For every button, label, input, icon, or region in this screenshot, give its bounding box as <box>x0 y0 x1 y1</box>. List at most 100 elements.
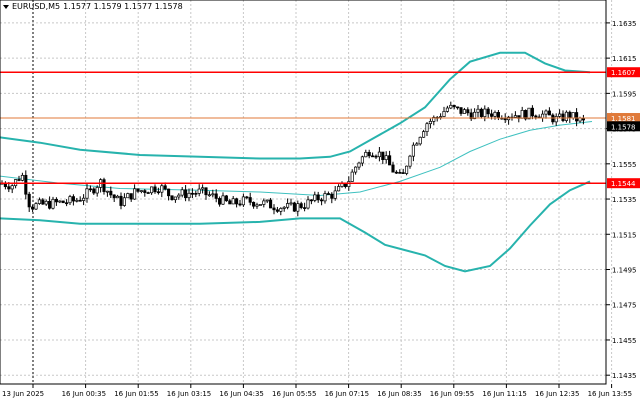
upper-band-line <box>0 51 591 160</box>
candle-body <box>156 191 160 194</box>
price-tick-label: 1.1555 <box>612 161 637 169</box>
candle-body <box>255 204 259 207</box>
candle-body <box>527 107 531 120</box>
candle-body <box>303 207 307 209</box>
candle-body <box>133 188 137 200</box>
candle-body <box>44 200 48 205</box>
candle-body <box>286 203 290 208</box>
candle-body <box>350 171 354 182</box>
candle-body <box>146 192 150 194</box>
price-tick-label: 1.1495 <box>612 267 637 275</box>
candle-body <box>228 200 232 205</box>
time-tick-label: 13 Jun 2025 <box>2 390 44 398</box>
candle-body <box>377 151 381 158</box>
candle-body <box>524 109 528 120</box>
candle-body <box>272 207 276 211</box>
candle-body <box>357 162 361 168</box>
price-tick-label: 1.1635 <box>612 20 637 28</box>
candle-body <box>51 198 55 209</box>
price-tick-label: 1.1475 <box>612 302 637 310</box>
candle-body <box>384 155 388 161</box>
time-tick-label: 16 Jun 08:35 <box>377 390 421 398</box>
candle-body <box>204 187 208 196</box>
candle-body <box>428 121 432 125</box>
candle-body <box>449 104 453 109</box>
candle-body <box>296 203 300 212</box>
plot-frame <box>0 0 607 385</box>
candle-body <box>388 155 392 166</box>
candle-body <box>122 197 126 206</box>
candle-body <box>153 186 157 193</box>
candle-body <box>17 179 21 181</box>
candle-body <box>85 188 89 199</box>
candle-body <box>214 193 218 199</box>
candle-body <box>347 181 351 187</box>
candle-body <box>282 206 286 209</box>
candle-body <box>173 196 177 201</box>
candle-body <box>456 106 460 109</box>
candle-body <box>313 194 317 201</box>
candle-body <box>218 198 222 205</box>
candle-body <box>374 155 378 158</box>
candle-body <box>207 194 211 197</box>
price-axis: 1.16351.16151.15951.15751.15551.15351.15… <box>606 20 640 380</box>
candle-body <box>58 200 62 203</box>
candle-body <box>320 199 324 202</box>
candle-body <box>20 174 24 181</box>
candle-body <box>143 190 147 193</box>
candle-body <box>483 108 487 117</box>
candle-body <box>479 108 483 117</box>
candle-body <box>269 199 273 209</box>
candle-body <box>469 112 473 120</box>
candle-body <box>544 110 548 115</box>
ohlc-readout: 1.1577 1.1579 1.1577 1.1578 <box>63 2 183 11</box>
candle-body <box>473 111 477 120</box>
candle-body <box>167 188 171 197</box>
candle-body <box>289 202 293 205</box>
candle-body <box>139 190 143 192</box>
chevron-down-icon[interactable] <box>3 4 9 9</box>
candle-body <box>425 123 429 132</box>
candle-body <box>92 188 96 194</box>
time-tick-label: 16 Jun 09:55 <box>430 390 474 398</box>
candle-body <box>520 109 524 119</box>
candles <box>0 101 585 217</box>
candle-body <box>401 172 405 174</box>
candle-body <box>554 116 558 123</box>
candle-body <box>534 115 538 118</box>
price-tick-label: 1.1435 <box>612 372 637 380</box>
candle-body <box>309 199 313 202</box>
candle-body <box>71 196 75 202</box>
candle-body <box>530 107 534 117</box>
candle-body <box>27 193 31 208</box>
candle-body <box>221 195 225 205</box>
time-tick-label: 16 Jun 01:55 <box>114 390 158 398</box>
candle-body <box>411 144 415 157</box>
candle-body <box>486 108 490 115</box>
candle-body <box>316 194 320 201</box>
candle-body <box>252 201 256 207</box>
candle-body <box>496 112 500 119</box>
candle-body <box>418 136 422 145</box>
candle-body <box>126 193 130 199</box>
candle-body <box>10 185 14 190</box>
time-tick-label: 16 Jun 00:35 <box>62 390 106 398</box>
candle-body <box>439 116 443 118</box>
candle-body <box>224 195 228 202</box>
candle-body <box>136 188 140 192</box>
lower-band-line <box>0 180 591 273</box>
candle-body <box>371 155 375 158</box>
candle-body <box>558 113 562 117</box>
candle-body <box>245 196 249 199</box>
candle-body <box>211 193 215 196</box>
candle-body <box>112 194 116 199</box>
candle-body <box>459 107 463 114</box>
candle-body <box>265 199 269 202</box>
candle-body <box>405 165 409 174</box>
candle-body <box>258 204 262 206</box>
candle-body <box>150 186 154 194</box>
time-axis: 13 Jun 2025 16 Jun 00:35 16 Jun 01:55 16 Ju… <box>2 384 632 398</box>
candle-body <box>275 209 279 212</box>
price-tick-label: 1.1535 <box>612 196 637 204</box>
